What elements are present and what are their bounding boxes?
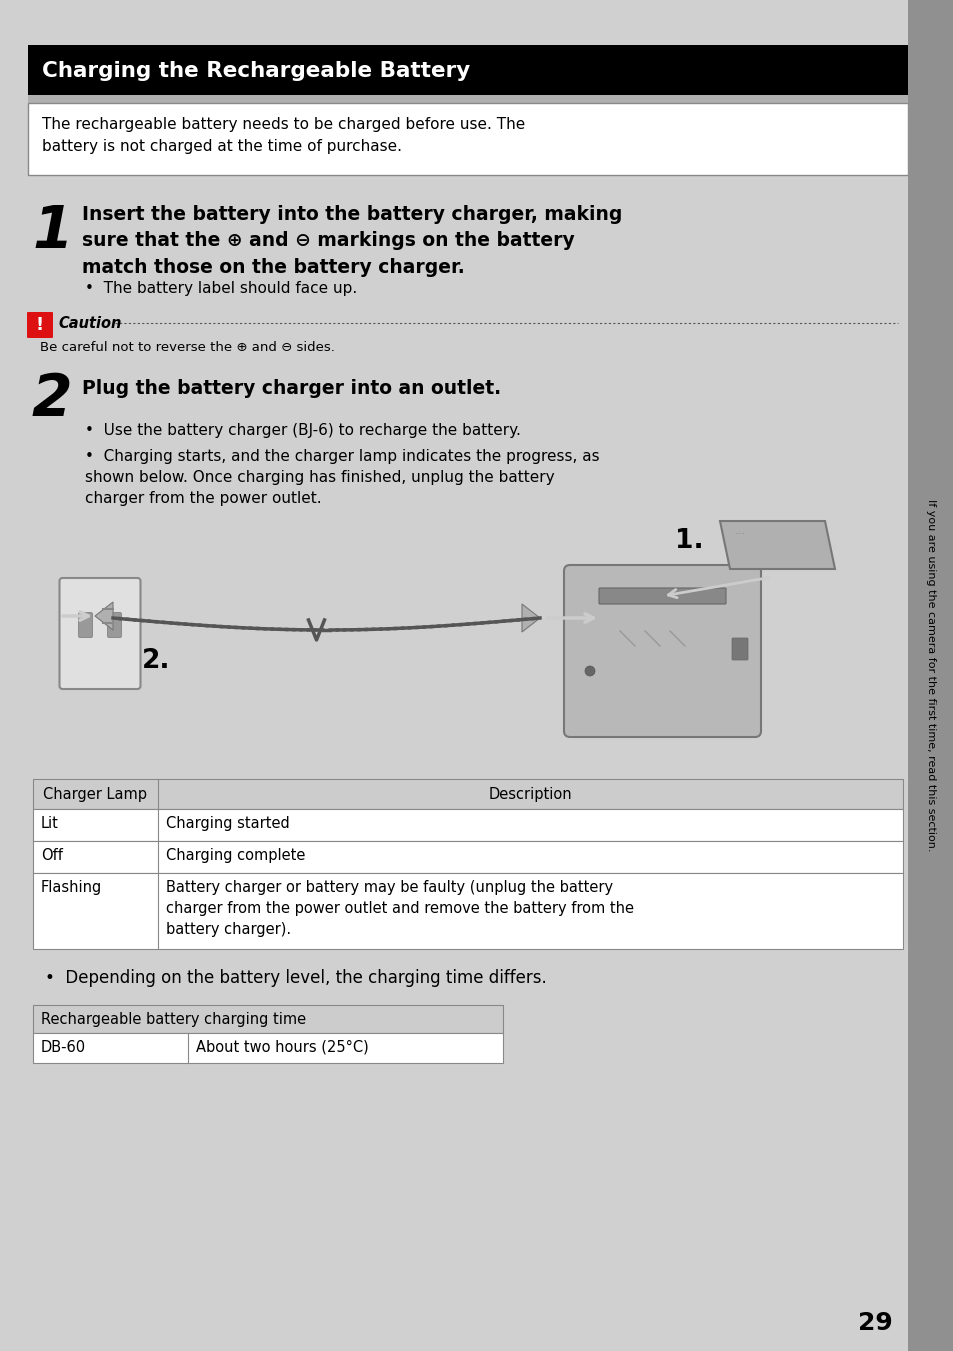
Text: 2.: 2. xyxy=(142,648,171,674)
Bar xyxy=(28,95,907,103)
Bar xyxy=(28,103,907,176)
Text: Plug the battery charger into an outlet.: Plug the battery charger into an outlet. xyxy=(82,380,500,399)
Bar xyxy=(33,780,902,809)
Text: Flashing: Flashing xyxy=(41,880,102,894)
Bar xyxy=(907,0,953,1351)
Text: •  Depending on the battery level, the charging time differs.: • Depending on the battery level, the ch… xyxy=(45,969,546,988)
Text: Charger Lamp: Charger Lamp xyxy=(44,786,148,801)
Bar xyxy=(28,45,907,95)
Text: The rechargeable battery needs to be charged before use. The
battery is not char: The rechargeable battery needs to be cha… xyxy=(42,118,525,154)
Bar xyxy=(33,842,902,873)
Text: Lit: Lit xyxy=(41,816,59,831)
Text: 1.: 1. xyxy=(675,528,703,554)
Text: !: ! xyxy=(36,316,44,334)
Text: About two hours (25°C): About two hours (25°C) xyxy=(195,1040,369,1055)
Text: Description: Description xyxy=(488,786,572,801)
Text: Charging complete: Charging complete xyxy=(166,848,305,863)
Text: Be careful not to reverse the ⊕ and ⊖ sides.: Be careful not to reverse the ⊕ and ⊖ si… xyxy=(40,340,335,354)
Text: Battery charger or battery may be faulty (unplug the battery
charger from the po: Battery charger or battery may be faulty… xyxy=(166,880,634,938)
Polygon shape xyxy=(95,603,112,630)
FancyBboxPatch shape xyxy=(731,638,747,661)
Text: Charging started: Charging started xyxy=(166,816,290,831)
Text: ...: ... xyxy=(734,526,745,536)
Bar xyxy=(33,873,902,948)
Text: If you are using the camera for the first time, read this section.: If you are using the camera for the firs… xyxy=(925,500,935,851)
Text: 1: 1 xyxy=(32,203,72,259)
FancyBboxPatch shape xyxy=(78,612,92,638)
Text: Caution: Caution xyxy=(58,316,121,331)
Polygon shape xyxy=(521,604,539,632)
Text: Insert the battery into the battery charger, making
sure that the ⊕ and ⊖ markin: Insert the battery into the battery char… xyxy=(82,205,621,277)
Polygon shape xyxy=(720,521,834,569)
Text: 2: 2 xyxy=(32,372,72,428)
Text: 29: 29 xyxy=(858,1310,892,1335)
Text: •  The battery label should face up.: • The battery label should face up. xyxy=(85,281,356,296)
Text: •  Charging starts, and the charger lamp indicates the progress, as
shown below.: • Charging starts, and the charger lamp … xyxy=(85,449,599,507)
Bar xyxy=(33,809,902,842)
Circle shape xyxy=(584,666,595,676)
Bar xyxy=(33,1034,502,1063)
Text: DB-60: DB-60 xyxy=(41,1040,86,1055)
Text: Rechargeable battery charging time: Rechargeable battery charging time xyxy=(41,1012,306,1027)
FancyBboxPatch shape xyxy=(108,612,121,638)
FancyBboxPatch shape xyxy=(598,588,725,604)
FancyBboxPatch shape xyxy=(27,312,53,338)
Text: •  Use the battery charger (BJ-6) to recharge the battery.: • Use the battery charger (BJ-6) to rech… xyxy=(85,423,520,438)
Bar xyxy=(33,1005,502,1034)
Text: Charging the Rechargeable Battery: Charging the Rechargeable Battery xyxy=(42,61,470,81)
Text: Off: Off xyxy=(41,848,63,863)
FancyBboxPatch shape xyxy=(563,565,760,738)
FancyBboxPatch shape xyxy=(59,578,140,689)
